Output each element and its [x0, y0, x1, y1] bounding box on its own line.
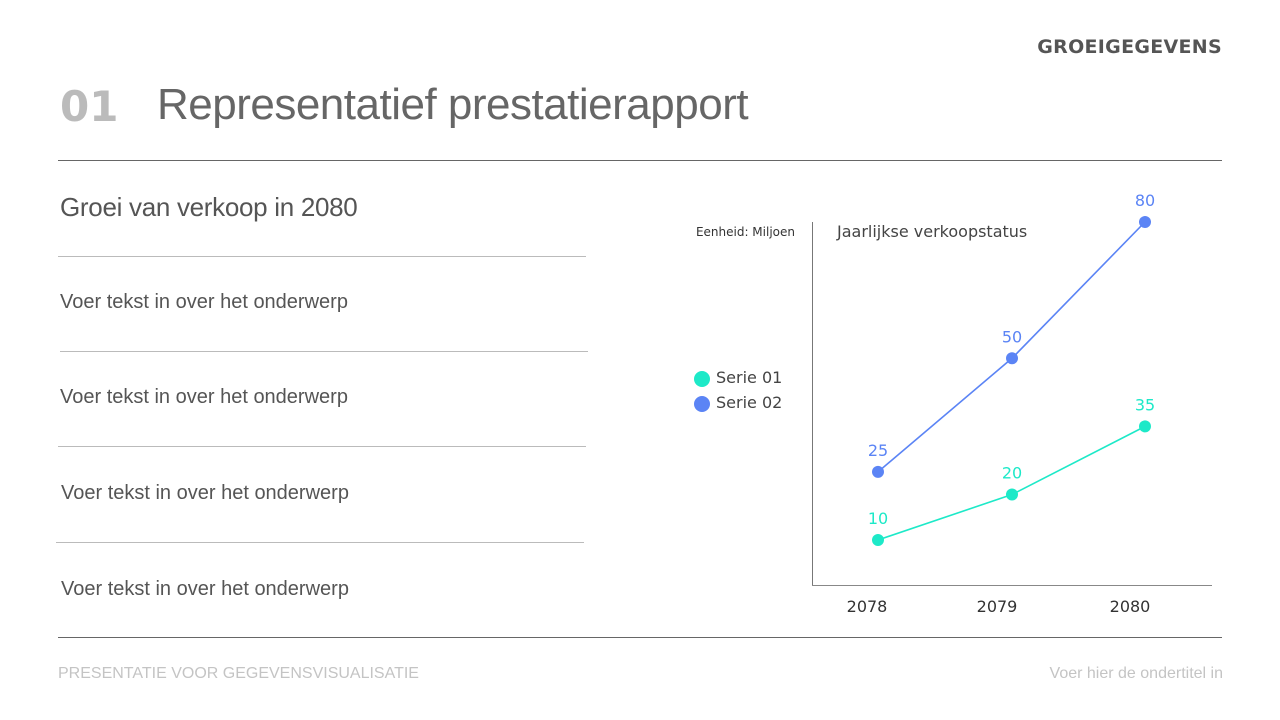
legend-marker	[694, 396, 710, 412]
x-tick-label: 2078	[847, 597, 888, 616]
unit-label: Eenheid: Miljoen	[696, 225, 795, 239]
page-title: Representatief prestatierapport	[157, 80, 749, 129]
list-item: Voer tekst in over het onderwerp	[61, 482, 349, 504]
data-point	[1139, 420, 1151, 433]
footer-divider	[58, 637, 1222, 638]
series-line-2	[877, 221, 1146, 473]
section-label: GROEIGEGEVENS	[1037, 36, 1222, 58]
data-label: 10	[868, 509, 888, 528]
data-label: 20	[1002, 464, 1022, 483]
plot-area: 2078 2079 2080 10 20 35 25 50 80	[847, 191, 1156, 616]
list-item: Voer tekst in over het onderwerp	[60, 291, 348, 313]
data-point	[872, 465, 884, 478]
footer-left: PRESENTATIE VOOR GEGEVENSVISUALISATIE	[58, 665, 419, 682]
series-line-1	[877, 425, 1146, 541]
data-point	[1006, 488, 1018, 501]
data-label: 50	[1002, 327, 1022, 346]
header-divider	[58, 160, 1222, 161]
data-label: 80	[1135, 191, 1155, 210]
footer-subtitle: Voer hier de ondertitel in	[1049, 665, 1223, 682]
divider	[60, 351, 588, 352]
legend-label: Serie 01	[716, 368, 782, 387]
data-label: 35	[1135, 395, 1155, 414]
legend-label: Serie 02	[716, 393, 782, 412]
subheading: Groei van verkoop in 2080	[60, 192, 358, 222]
data-point	[872, 533, 884, 546]
divider	[58, 446, 586, 447]
legend-marker	[694, 371, 710, 387]
slide-number: 01	[60, 82, 119, 131]
data-label: 25	[868, 441, 888, 460]
x-tick-label: 2079	[977, 597, 1018, 616]
list-item: Voer tekst in over het onderwerp	[60, 386, 348, 408]
divider	[56, 542, 584, 543]
legend: Serie 01 Serie 02	[694, 368, 782, 412]
data-point	[1139, 216, 1151, 228]
data-point	[1006, 352, 1018, 365]
divider	[58, 256, 586, 257]
chart-title: Jaarlijkse verkoopstatus	[836, 222, 1027, 241]
list-item: Voer tekst in over het onderwerp	[61, 578, 349, 600]
x-tick-label: 2080	[1110, 597, 1151, 616]
